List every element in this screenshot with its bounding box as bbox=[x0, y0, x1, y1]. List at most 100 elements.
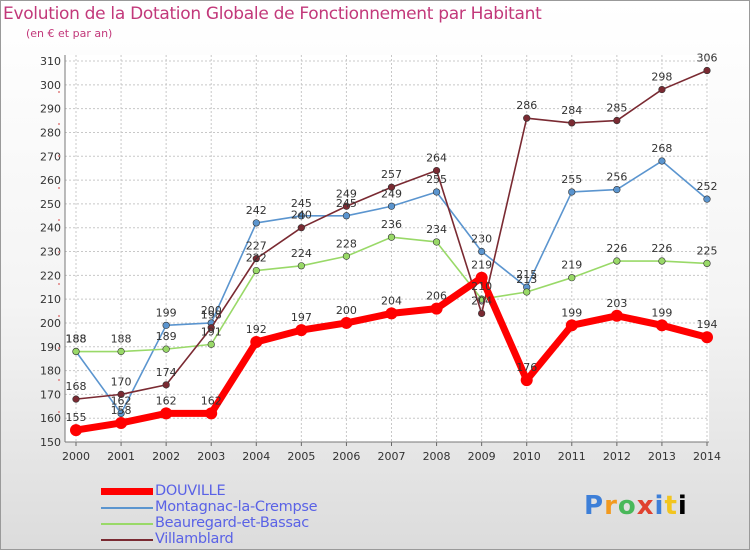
y-tick-label: 180 bbox=[40, 365, 61, 378]
legend-swatch bbox=[101, 507, 153, 509]
y-tick-label: 270 bbox=[40, 150, 61, 163]
data-point bbox=[388, 203, 395, 210]
data-point bbox=[343, 212, 350, 219]
data-point bbox=[659, 86, 666, 93]
x-tick-label: 2005 bbox=[287, 450, 315, 463]
data-label: 197 bbox=[291, 311, 312, 324]
data-label: 268 bbox=[651, 142, 672, 155]
y-tick-label: 310 bbox=[40, 55, 61, 68]
y-tick-label: 250 bbox=[40, 198, 61, 211]
y-tick-label: 150 bbox=[40, 436, 61, 449]
data-label: 203 bbox=[606, 297, 627, 310]
data-point bbox=[160, 407, 172, 419]
x-tick-label: 2011 bbox=[558, 450, 586, 463]
data-label: 242 bbox=[246, 204, 267, 217]
data-point bbox=[701, 331, 713, 343]
data-point bbox=[614, 258, 621, 265]
x-tick-label: 2006 bbox=[332, 450, 360, 463]
data-label: 226 bbox=[651, 242, 672, 255]
x-tick-label: 2004 bbox=[242, 450, 270, 463]
data-label: 219 bbox=[561, 259, 582, 272]
y-tick-label: 200 bbox=[40, 317, 61, 330]
data-point bbox=[433, 189, 440, 196]
data-label: 257 bbox=[381, 168, 402, 181]
data-label: 174 bbox=[156, 366, 177, 379]
legend-item: Villamblard bbox=[97, 531, 357, 547]
data-label: 234 bbox=[426, 223, 447, 236]
data-label: 226 bbox=[606, 242, 627, 255]
data-point bbox=[566, 319, 578, 331]
data-point bbox=[611, 310, 623, 322]
y-tick-label: 170 bbox=[40, 388, 61, 401]
data-point bbox=[163, 346, 170, 353]
legend-label: Villamblard bbox=[155, 531, 233, 547]
data-point bbox=[298, 262, 305, 269]
chart-legend: DOUVILLE Montagnac-la-Crempse Beauregard-e… bbox=[97, 483, 357, 547]
data-label: 219 bbox=[471, 259, 492, 272]
x-tick-label: 2001 bbox=[107, 450, 135, 463]
data-point bbox=[115, 417, 127, 429]
data-point bbox=[386, 307, 398, 319]
data-point bbox=[295, 324, 307, 336]
brand-letter: o bbox=[618, 491, 637, 521]
brand-letter: t bbox=[664, 491, 677, 521]
data-label: 198 bbox=[201, 309, 222, 322]
legend-swatch bbox=[101, 539, 153, 541]
legend-swatch bbox=[101, 488, 153, 495]
data-point bbox=[521, 374, 533, 386]
data-label: 199 bbox=[651, 306, 672, 319]
data-point bbox=[208, 341, 215, 348]
data-point bbox=[704, 67, 711, 74]
data-point bbox=[163, 322, 170, 329]
brand-letter: P bbox=[584, 491, 604, 521]
data-point bbox=[118, 348, 125, 355]
data-point bbox=[298, 224, 305, 231]
y-tick-label: 300 bbox=[40, 79, 61, 92]
chart-plot: 1501601701801902002102202302402502602702… bbox=[1, 1, 749, 549]
data-label: 284 bbox=[561, 104, 582, 117]
x-tick-label: 2013 bbox=[648, 450, 676, 463]
data-label: 225 bbox=[697, 244, 718, 257]
data-point bbox=[704, 196, 711, 203]
y-tick-label: 220 bbox=[40, 269, 61, 282]
data-label: 204 bbox=[381, 294, 402, 307]
data-label: 210 bbox=[471, 280, 492, 293]
data-label: 255 bbox=[426, 173, 447, 186]
data-point bbox=[478, 248, 485, 255]
legend-item: DOUVILLE bbox=[97, 483, 357, 499]
data-label: 168 bbox=[66, 380, 87, 393]
data-label: 162 bbox=[111, 394, 132, 407]
y-tick-label: 190 bbox=[40, 341, 61, 354]
data-point bbox=[659, 158, 666, 165]
x-tick-label: 2007 bbox=[378, 450, 406, 463]
data-label: 176 bbox=[516, 361, 537, 374]
brand-letter: i bbox=[655, 491, 665, 521]
legend-item: Montagnac-la-Crempse bbox=[97, 499, 357, 515]
legend-swatch bbox=[101, 523, 153, 525]
x-tick-label: 2000 bbox=[62, 450, 90, 463]
x-tick-label: 2003 bbox=[197, 450, 225, 463]
data-label: 200 bbox=[336, 304, 357, 317]
x-tick-label: 2010 bbox=[513, 450, 541, 463]
data-label: 228 bbox=[336, 237, 357, 250]
data-label: 286 bbox=[516, 99, 537, 112]
brand-letter: r bbox=[604, 491, 618, 521]
data-label: 256 bbox=[606, 171, 627, 184]
data-label: 306 bbox=[697, 52, 718, 65]
data-label: 285 bbox=[606, 102, 627, 115]
data-label: 199 bbox=[156, 306, 177, 319]
brand-letter: x bbox=[637, 491, 655, 521]
data-label: 255 bbox=[561, 173, 582, 186]
data-label: 204 bbox=[471, 294, 492, 307]
data-label: 240 bbox=[291, 209, 312, 222]
data-point bbox=[478, 310, 485, 317]
data-point bbox=[163, 382, 170, 389]
data-label: 155 bbox=[66, 411, 87, 424]
data-point bbox=[568, 189, 575, 196]
data-label: 191 bbox=[201, 325, 222, 338]
data-label: 213 bbox=[516, 273, 537, 286]
data-point bbox=[340, 317, 352, 329]
data-label: 230 bbox=[471, 233, 492, 246]
y-tick-label: 290 bbox=[40, 103, 61, 116]
data-label: 162 bbox=[156, 394, 177, 407]
